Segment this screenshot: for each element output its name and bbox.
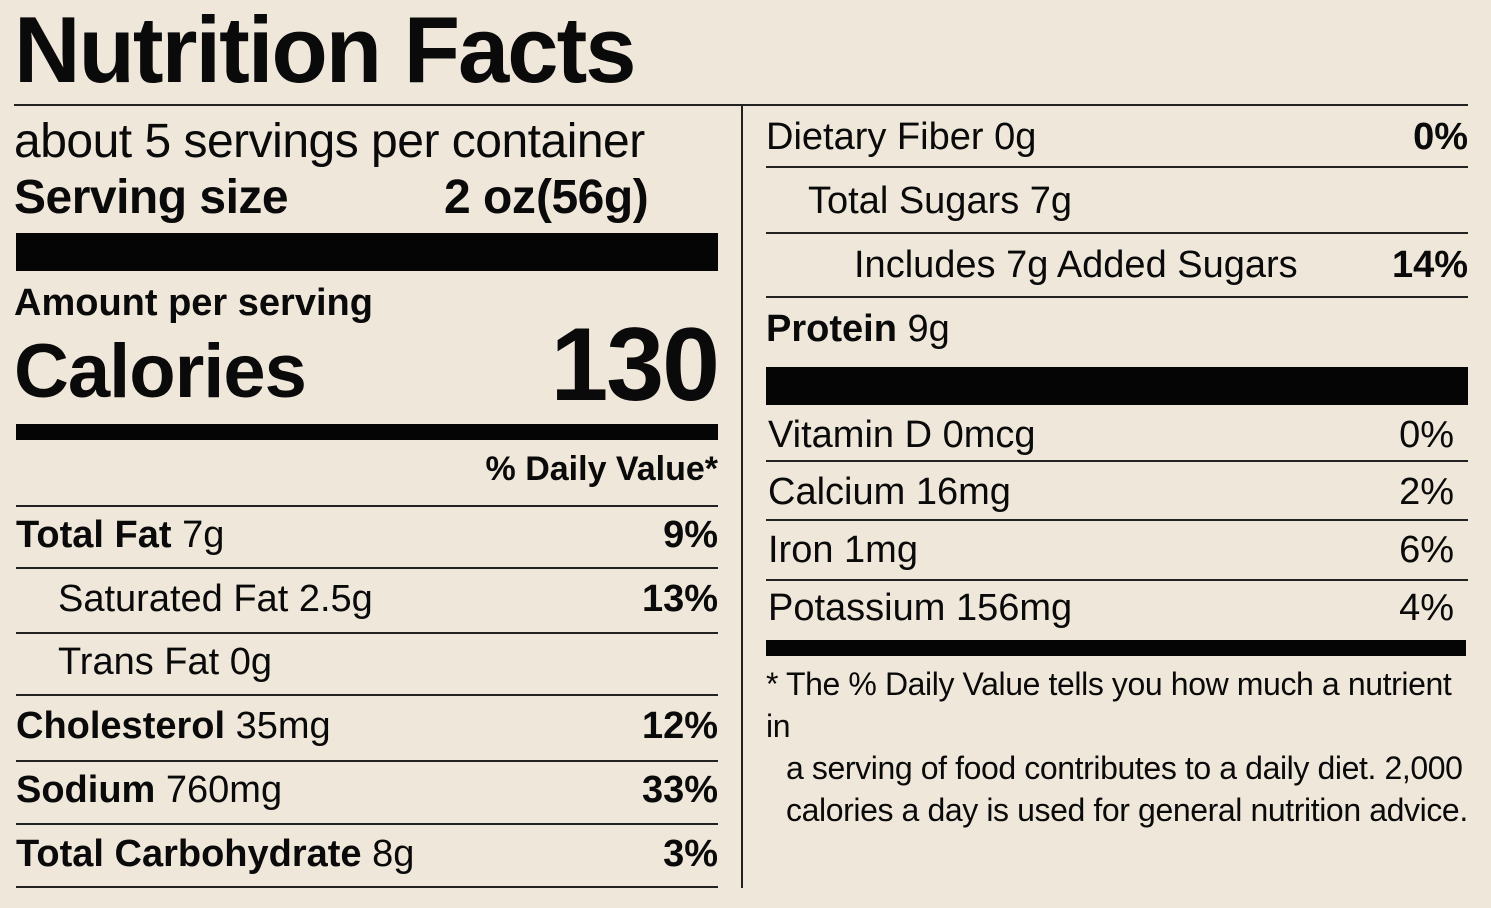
row-divider	[766, 460, 1468, 462]
nutrient-amount: 0g	[229, 641, 273, 683]
nutrient-amount: 760mg	[165, 769, 283, 811]
nutrient-dv: 12%	[641, 705, 718, 747]
nutrient-name: Trans Fat	[58, 641, 220, 683]
medium-rule-footnote	[766, 640, 1466, 656]
nutrient-name: Total Carbohydrate	[16, 833, 362, 875]
footnote-line: a serving of food contributes to a daily…	[786, 750, 1463, 786]
nutrient-dv: 14%	[1391, 244, 1468, 286]
nutrient-name: Saturated Fat	[58, 578, 289, 620]
row-divider	[766, 232, 1468, 234]
row-divider	[766, 519, 1468, 521]
nutrient-name: Dietary Fiber	[766, 116, 984, 158]
vitamin-dv: 6%	[1399, 529, 1454, 571]
vitamin-amount: 1mg	[844, 529, 918, 571]
column-divider	[741, 106, 743, 888]
thick-rule-serving	[16, 233, 718, 271]
nutrient-amount: 0g	[994, 116, 1037, 158]
vitamin-amount: 0mcg	[942, 414, 1036, 456]
thick-rule-vitamins	[766, 367, 1468, 405]
nutrient-name: Includes 7g Added Sugars	[854, 244, 1298, 286]
vitamin-name: Vitamin D	[768, 414, 933, 456]
nutrient-amount: 35mg	[235, 705, 331, 747]
vitamin-dv: 4%	[1399, 587, 1454, 629]
servings-per-container: about 5 servings per container	[14, 115, 645, 168]
row-divider	[16, 823, 718, 825]
nutrient-amount: 7g	[1029, 180, 1073, 222]
nutrient-dv: 3%	[663, 833, 718, 875]
vitamin-amount: 16mg	[915, 471, 1011, 513]
footnote-line: * The % Daily Value tells you how much a…	[766, 666, 1452, 744]
serving-size-label: Serving size	[14, 171, 289, 224]
row-divider	[766, 166, 1468, 168]
row-divider	[766, 579, 1468, 581]
nutrient-amount: 2.5g	[298, 578, 373, 620]
amount-per-serving: Amount per serving	[14, 282, 373, 324]
nutrient-name: Total Fat	[16, 514, 172, 556]
nutrient-amount: 7g	[182, 514, 225, 556]
row-divider	[16, 694, 718, 696]
calories-label: Calories	[14, 329, 307, 414]
row-divider	[16, 567, 718, 569]
nutrient-name: Protein	[766, 308, 897, 350]
nutrient-amount: 9g	[907, 308, 950, 350]
nutrient-dv: 33%	[641, 769, 718, 811]
nutrient-name: Cholesterol	[16, 705, 226, 747]
nutrient-name: Sodium	[16, 769, 156, 811]
nutrient-dv: 9%	[663, 514, 718, 556]
row-divider	[16, 886, 718, 888]
calories-value: 130	[550, 307, 720, 423]
vitamin-dv: 2%	[1399, 471, 1454, 513]
daily-value-header: % Daily Value*	[485, 450, 718, 488]
nutrient-dv: 0%	[1413, 116, 1468, 158]
nutrient-name: Total Sugars	[808, 180, 1020, 222]
nutrient-amount: 8g	[372, 833, 415, 875]
vitamin-dv: 0%	[1399, 414, 1454, 456]
vitamin-amount: 156mg	[955, 587, 1073, 629]
row-divider	[16, 505, 718, 507]
footnote-line: calories a day is used for general nutri…	[786, 792, 1468, 828]
serving-size-amount: 2 oz	[444, 171, 536, 224]
medium-rule-calories	[16, 424, 718, 440]
vitamin-name: Potassium	[768, 587, 946, 629]
label-title: Nutrition Facts	[14, 0, 637, 102]
row-divider	[16, 760, 718, 762]
row-divider	[766, 296, 1468, 298]
daily-value-footnote: * The % Daily Value tells you how much a…	[766, 663, 1476, 831]
serving-size-grams: (56g)	[536, 171, 649, 224]
row-divider	[16, 632, 718, 634]
vitamin-name: Calcium	[768, 471, 906, 513]
nutrient-dv: 13%	[641, 578, 718, 620]
vitamin-name: Iron	[768, 529, 834, 571]
title-rule	[14, 104, 1468, 106]
